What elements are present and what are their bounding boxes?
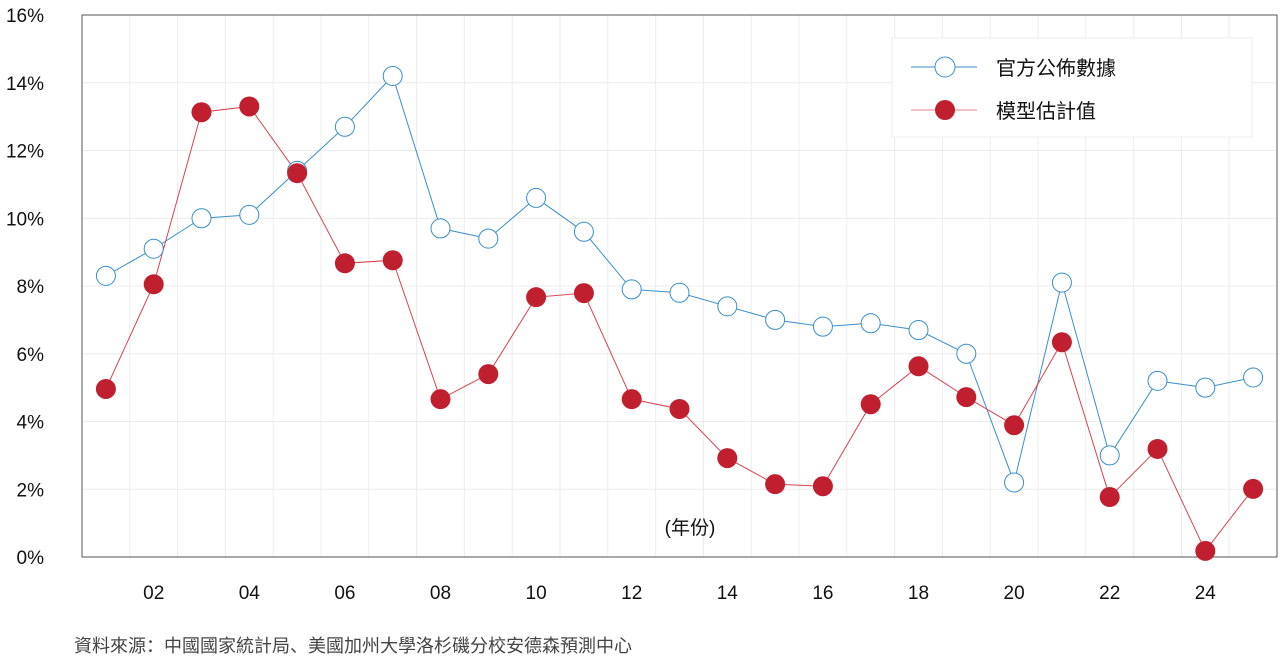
data-point-model: [717, 448, 738, 469]
data-point-official: [478, 228, 499, 249]
data-point-model: [908, 356, 929, 377]
x-tick-label: 14: [717, 583, 739, 604]
data-point-model: [765, 474, 786, 495]
grid: [82, 15, 1277, 557]
line-chart: 0% 2% 4% 6% 8% 10% 12% 14% 16% 02 04 06 08 10 12 14 16 18…: [6, 6, 1278, 604]
data-point-official: [143, 238, 164, 259]
data-point-official: [573, 221, 594, 242]
data-point-model: [95, 378, 116, 399]
data-point-official: [812, 316, 833, 337]
x-axis-label: (年份): [665, 517, 716, 539]
y-tick-label: 12%: [6, 142, 44, 163]
data-point-model: [191, 102, 212, 123]
y-tick-label: 16%: [6, 6, 44, 27]
data-point-model: [526, 287, 547, 308]
x-tick-label: 16: [812, 583, 833, 604]
data-point-official: [908, 320, 929, 341]
data-point-official: [526, 187, 547, 208]
source-note: 資料來源：中國國家統計局、美國加州大學洛杉磯分校安德森預測中心: [74, 636, 632, 657]
data-point-official: [1004, 472, 1025, 493]
data-point-model: [478, 364, 499, 385]
data-point-official: [239, 204, 260, 225]
data-point-model: [334, 253, 355, 274]
x-tick-label: 06: [334, 583, 355, 604]
data-point-model: [287, 163, 308, 184]
legend: 官方公佈數據 模型估計值: [891, 37, 1253, 138]
data-point-official: [191, 208, 212, 229]
data-point-official: [382, 65, 403, 86]
y-tick-label: 8%: [17, 277, 45, 298]
x-tick-label: 18: [908, 583, 929, 604]
data-point-model: [860, 394, 881, 415]
data-point-model: [1099, 487, 1120, 508]
x-tick-label: 02: [143, 583, 164, 604]
data-point-official: [669, 282, 690, 303]
data-point-official: [95, 265, 116, 286]
data-point-model: [1195, 540, 1216, 561]
legend-marker-model: [935, 100, 955, 120]
data-point-official: [860, 313, 881, 334]
legend-label-official: 官方公佈數據: [996, 57, 1116, 80]
data-point-official: [717, 296, 738, 317]
data-point-official: [956, 343, 977, 364]
data-point-model: [1051, 332, 1072, 353]
data-point-model: [239, 96, 260, 117]
x-tick-label: 04: [239, 583, 261, 604]
data-point-official: [430, 218, 451, 239]
data-point-official: [1099, 445, 1120, 466]
data-point-official: [334, 116, 355, 137]
x-tick-label: 22: [1099, 583, 1120, 604]
data-point-official: [1243, 367, 1264, 388]
data-point-model: [669, 398, 690, 419]
data-point-official: [1195, 377, 1216, 398]
data-point-model: [573, 283, 594, 304]
data-point-model: [1147, 438, 1168, 459]
legend-label-model: 模型估計值: [996, 100, 1096, 123]
y-tick-label: 6%: [17, 345, 45, 366]
y-tick-label: 0%: [17, 548, 45, 569]
legend-marker-official: [934, 56, 956, 78]
data-points: [95, 65, 1264, 561]
x-tick-label: 08: [430, 583, 451, 604]
axes: 0% 2% 4% 6% 8% 10% 12% 14% 16% 02 04 06 08 10 12 14 16 18…: [6, 6, 1278, 604]
data-point-model: [143, 274, 164, 295]
y-tick-label: 14%: [6, 74, 44, 95]
series-lines: [105, 75, 1254, 552]
series-line-model: [105, 105, 1254, 552]
y-tick-label: 4%: [17, 413, 45, 434]
data-point-official: [1147, 370, 1168, 391]
x-tick-label: 20: [1004, 583, 1025, 604]
data-point-model: [621, 389, 642, 410]
data-point-model: [382, 250, 403, 271]
data-point-model: [430, 389, 451, 410]
data-point-official: [765, 309, 786, 330]
x-tick-label: 10: [526, 583, 547, 604]
data-point-model: [812, 476, 833, 497]
data-point-model: [1243, 478, 1264, 499]
y-tick-label: 10%: [6, 209, 44, 230]
data-point-official: [621, 279, 642, 300]
x-tick-label: 24: [1195, 583, 1217, 604]
data-point-official: [1051, 272, 1072, 293]
data-point-model: [956, 387, 977, 408]
y-tick-label: 2%: [17, 480, 45, 501]
data-point-model: [1004, 415, 1025, 436]
legend-box: [891, 37, 1253, 138]
plot-border: [81, 14, 1278, 558]
x-tick-label: 12: [621, 583, 642, 604]
